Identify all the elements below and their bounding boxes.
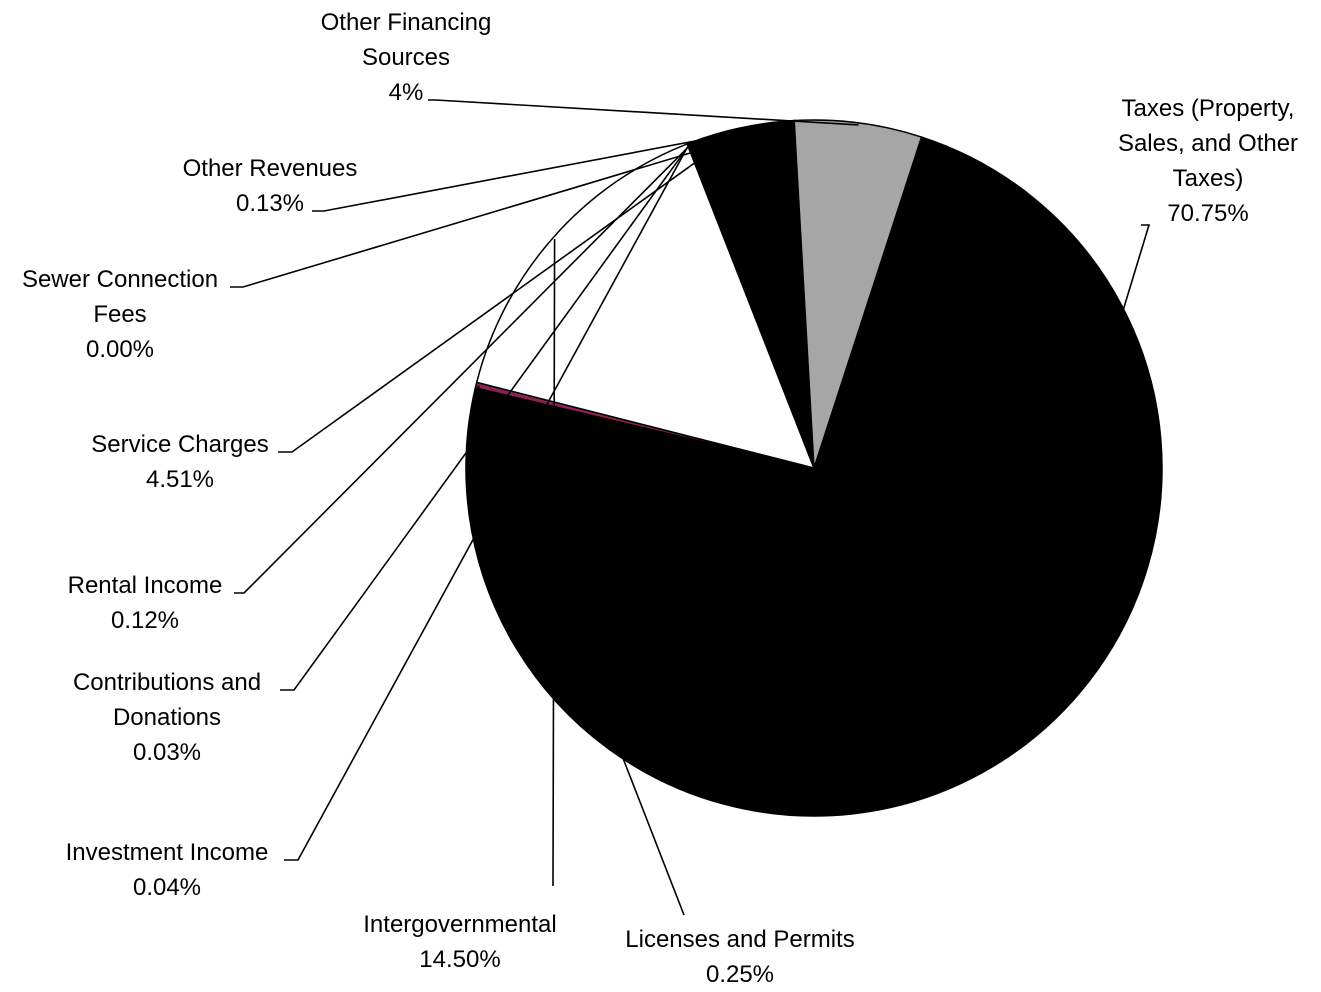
slice-taxes-property-sales-and-other-taxes <box>465 136 1163 817</box>
slice-label-contributions-and-donations: Contributions and Donations 0.03% <box>73 669 261 766</box>
leader-line-rental-income <box>234 144 692 594</box>
leader-line-other-revenues <box>312 121 793 212</box>
slice-label-intergovernmental: Intergovernmental 14.50% <box>363 911 556 973</box>
leader-line-investment-income <box>284 145 690 861</box>
leader-lines <box>230 99 1151 916</box>
slice-labels: Taxes (Property, Sales, and Other Taxes) 70… <box>22 9 1298 988</box>
leader-line-service-charges <box>278 129 742 453</box>
leader-line-other-financing-sources <box>428 99 859 126</box>
leader-line-licenses-and-permits <box>477 385 685 916</box>
leader-line-contributions-and-donations <box>280 144 690 691</box>
slice-label-service-charges: Service Charges 4.51% <box>91 431 268 493</box>
leader-line-taxes-property-sales-and-other-taxes <box>982 224 1151 770</box>
slice-label-sewer-connection-fees: Sewer Connection Fees 0.00% <box>22 266 218 363</box>
slice-label-investment-income: Investment Income 0.04% <box>66 839 269 901</box>
slice-label-other-financing-sources: Other Financing Sources 4% <box>321 9 492 106</box>
leader-line-sewer-connection-fees <box>230 121 792 288</box>
slice-label-taxes-property-sales-and-other-taxes: Taxes (Property, Sales, and Other Taxes) 70… <box>1118 95 1298 227</box>
pie-slices <box>465 119 1163 817</box>
leader-line-intergovernmental <box>552 238 556 887</box>
slice-label-other-revenues: Other Revenues 0.13% <box>183 155 358 217</box>
slice-label-licenses-and-permits: Licenses and Permits 0.25% <box>625 926 854 988</box>
slice-label-rental-income: Rental Income 0.12% <box>68 572 223 634</box>
